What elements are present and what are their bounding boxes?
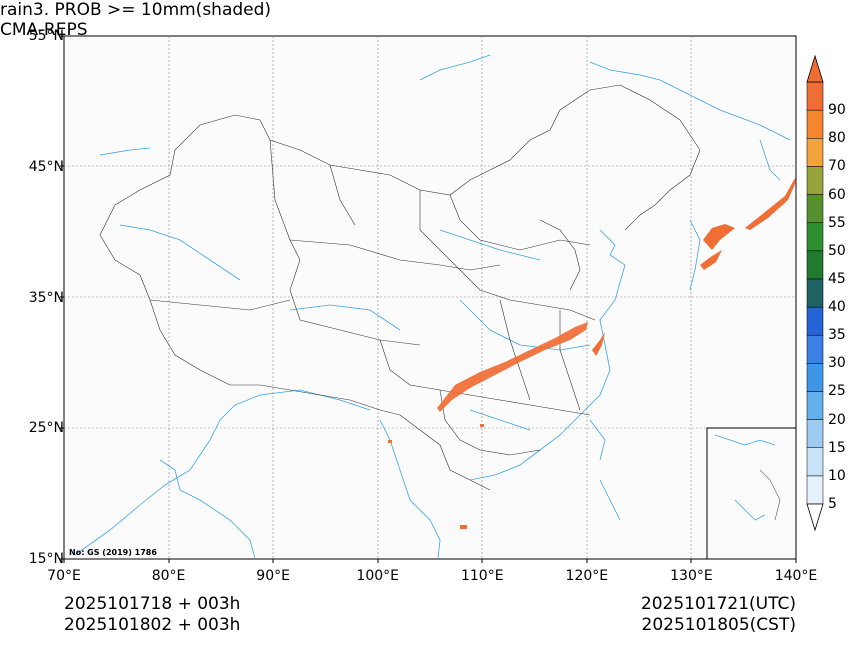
rain-spot-3: [460, 525, 467, 529]
colorbar-level-label: 25: [828, 383, 846, 400]
colorbar-level-label: 50: [828, 242, 846, 259]
colorbar-level-label: 30: [828, 355, 846, 372]
map-title: rain3. PROB >= 10mm(shaded): [0, 0, 272, 20]
colorbar-segment: [806, 475, 824, 505]
colorbar-level-label: 60: [828, 186, 846, 203]
colorbar-segment: [806, 363, 824, 392]
lon-tick-label: 100°E: [356, 568, 399, 584]
colorbar-segment: [806, 334, 824, 364]
colorbar-segment: [806, 138, 824, 167]
colorbar-level-label: 45: [828, 270, 846, 287]
coastlines-rivers: [74, 54, 791, 560]
init-time-utc: 2025101718 + 003h: [64, 594, 241, 614]
rain-band-northeast-3: [745, 178, 796, 230]
colorbar-segment: [806, 166, 824, 195]
colorbar-segment: [806, 81, 824, 111]
borders: [99, 84, 701, 491]
colorbar-segment: [806, 194, 824, 223]
colorbar-level-label: 5: [828, 496, 837, 512]
rain-spot-1: [388, 440, 392, 443]
colorbar-segment: [806, 447, 824, 477]
lat-tick-label: 15°N: [28, 551, 64, 567]
model-name: CMA-REPS: [0, 20, 88, 40]
lon-tick-label: 80°E: [151, 568, 186, 584]
lon-tick-label: 120°E: [565, 568, 609, 584]
map-approval-number: No: GS (2019) 1786: [69, 548, 157, 557]
lon-tick-label: 140°E: [774, 568, 818, 584]
rain-band-northeast-2: [700, 250, 722, 270]
lat-tick-label: 35°N: [28, 289, 64, 306]
lon-tick-label: 110°E: [460, 568, 504, 584]
colorbar-segment: [806, 306, 824, 336]
colorbar-level-label: 70: [828, 158, 846, 175]
colorbar-level-label: 40: [828, 299, 846, 316]
colorbar-level-label: 20: [828, 411, 846, 428]
colorbar-segment: [806, 250, 824, 280]
colorbar-level-label: 35: [828, 327, 846, 344]
lat-tick-label: 25°N: [28, 420, 64, 437]
lon-tick-label: 130°E: [670, 568, 713, 584]
axis-ticks: [60, 35, 797, 563]
valid-time-utc: 2025101721(UTC): [640, 594, 796, 614]
colorbar-level-label: 10: [828, 467, 846, 484]
colorbar-level-label: 80: [828, 130, 846, 147]
lon-tick-label: 70°E: [47, 568, 81, 584]
colorbar-segment: [806, 391, 824, 420]
colorbar-segment: [806, 419, 824, 448]
init-time-cst: 2025101802 + 003h: [64, 615, 241, 635]
colorbar-extend-bottom: [806, 503, 824, 532]
scs-inset: [706, 427, 797, 560]
lat-tick-label: 55°N: [28, 28, 64, 44]
colorbar: [806, 81, 824, 505]
colorbar-level-label: 15: [828, 439, 846, 456]
valid-time-cst: 2025101805(CST): [641, 615, 796, 635]
prob-shading: [388, 178, 796, 529]
colorbar-level-label: 55: [828, 214, 846, 231]
colorbar-segment: [806, 278, 824, 308]
colorbar-extend-top: [806, 54, 824, 83]
colorbar-level-label: 90: [828, 102, 846, 119]
rain-spot-2: [480, 424, 484, 427]
rain-band-main: [437, 322, 588, 412]
lat-tick-label: 45°N: [28, 158, 64, 175]
rain-band-northeast-1: [703, 224, 735, 250]
lon-tick-label: 90°E: [256, 568, 290, 584]
colorbar-segment: [806, 109, 824, 139]
rain-band-east: [592, 332, 605, 356]
colorbar-segment: [806, 222, 824, 252]
map-frame: [63, 35, 797, 560]
gridlines: [64, 36, 796, 559]
